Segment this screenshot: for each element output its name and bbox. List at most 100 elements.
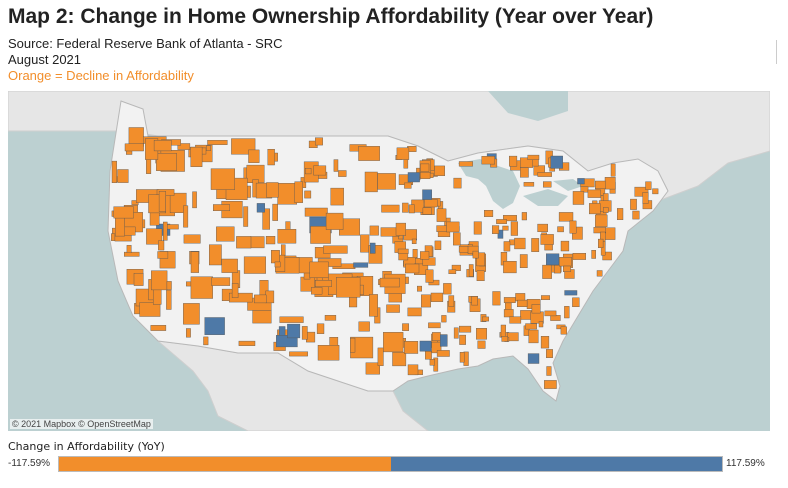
county-region[interactable] (537, 223, 548, 233)
county-region[interactable] (364, 171, 378, 193)
county-region[interactable] (441, 315, 447, 323)
county-region[interactable] (183, 205, 189, 228)
county-region[interactable] (190, 146, 203, 167)
county-region[interactable] (166, 224, 179, 230)
county-region[interactable] (158, 191, 166, 212)
county-region[interactable] (596, 270, 603, 277)
county-region[interactable] (421, 294, 431, 308)
county-region[interactable] (417, 285, 422, 292)
county-region[interactable] (602, 251, 612, 261)
county-region[interactable] (206, 145, 211, 151)
county-region[interactable] (572, 252, 587, 260)
county-region[interactable] (183, 303, 200, 325)
county-region[interactable] (407, 172, 420, 183)
county-region[interactable] (503, 215, 517, 222)
county-region[interactable] (541, 295, 550, 301)
county-region[interactable] (369, 225, 379, 236)
county-region[interactable] (591, 249, 596, 259)
county-region[interactable] (517, 299, 528, 308)
county-region[interactable] (276, 335, 298, 348)
county-region[interactable] (503, 260, 517, 274)
county-region[interactable] (527, 353, 540, 364)
county-region[interactable] (500, 324, 506, 338)
county-region[interactable] (250, 236, 265, 249)
county-region[interactable] (595, 180, 606, 190)
county-region[interactable] (630, 198, 637, 210)
county-region[interactable] (169, 192, 187, 213)
county-region[interactable] (411, 238, 417, 245)
county-region[interactable] (420, 251, 430, 260)
county-region[interactable] (557, 226, 564, 233)
county-region[interactable] (266, 182, 279, 198)
county-region[interactable] (528, 329, 539, 344)
county-region[interactable] (501, 336, 509, 342)
county-region[interactable] (150, 325, 167, 331)
county-region[interactable] (451, 264, 461, 271)
county-region[interactable] (544, 380, 557, 389)
county-region[interactable] (365, 362, 380, 375)
county-region[interactable] (531, 304, 541, 314)
county-region[interactable] (315, 137, 323, 146)
county-region[interactable] (407, 364, 419, 376)
county-region[interactable] (279, 316, 304, 323)
county-region[interactable] (123, 251, 140, 257)
county-region[interactable] (212, 204, 230, 212)
county-region[interactable] (481, 156, 496, 165)
county-region[interactable] (190, 251, 200, 273)
county-region[interactable] (572, 297, 580, 308)
county-region[interactable] (546, 366, 552, 376)
county-region[interactable] (459, 325, 472, 333)
county-region[interactable] (114, 217, 125, 237)
county-region[interactable] (210, 168, 235, 190)
county-region[interactable] (473, 221, 482, 235)
county-region[interactable] (111, 160, 117, 183)
county-region[interactable] (216, 226, 235, 242)
county-region[interactable] (133, 272, 144, 286)
county-region[interactable] (537, 172, 552, 177)
county-region[interactable] (492, 225, 500, 234)
county-region[interactable] (139, 302, 161, 317)
county-region[interactable] (402, 202, 409, 213)
county-region[interactable] (360, 234, 370, 253)
county-region[interactable] (166, 281, 172, 290)
county-region[interactable] (126, 245, 132, 253)
county-region[interactable] (408, 204, 415, 214)
county-region[interactable] (325, 212, 344, 230)
county-region[interactable] (443, 283, 452, 295)
county-region[interactable] (604, 177, 616, 190)
county-region[interactable] (324, 315, 337, 321)
county-region[interactable] (572, 191, 585, 205)
county-region[interactable] (317, 344, 340, 361)
county-region[interactable] (353, 262, 369, 268)
county-region[interactable] (546, 349, 553, 358)
county-region[interactable] (476, 252, 486, 267)
county-region[interactable] (544, 310, 557, 317)
county-region[interactable] (448, 295, 455, 307)
county-region[interactable] (383, 332, 404, 353)
county-region[interactable] (208, 244, 222, 266)
county-region[interactable] (236, 236, 252, 249)
county-region[interactable] (124, 143, 144, 152)
county-region[interactable] (404, 182, 412, 189)
county-region[interactable] (434, 165, 445, 177)
county-region[interactable] (113, 206, 134, 219)
county-region[interactable] (304, 207, 328, 217)
county-region[interactable] (422, 207, 432, 215)
county-region[interactable] (185, 328, 191, 338)
county-region[interactable] (589, 203, 601, 215)
county-region[interactable] (580, 186, 589, 193)
county-region[interactable] (569, 220, 577, 234)
county-region[interactable] (540, 335, 550, 349)
county-region[interactable] (521, 212, 527, 221)
county-region[interactable] (540, 234, 554, 245)
county-region[interactable] (396, 147, 410, 160)
county-region[interactable] (503, 309, 514, 318)
county-region[interactable] (313, 165, 327, 176)
county-region[interactable] (472, 250, 479, 259)
county-region[interactable] (404, 341, 419, 354)
county-region[interactable] (221, 258, 238, 273)
map-view[interactable]: © 2021 Mapbox © OpenStreetMap (8, 91, 770, 431)
county-region[interactable] (477, 340, 486, 349)
county-region[interactable] (593, 227, 606, 234)
county-region[interactable] (294, 181, 303, 203)
